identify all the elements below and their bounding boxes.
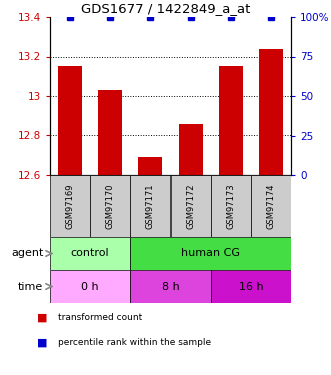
Text: control: control xyxy=(71,249,110,258)
Bar xyxy=(170,175,211,237)
Bar xyxy=(259,49,283,175)
Text: GDS1677 / 1422849_a_at: GDS1677 / 1422849_a_at xyxy=(81,2,250,15)
Text: percentile rank within the sample: percentile rank within the sample xyxy=(58,338,212,347)
Text: 16 h: 16 h xyxy=(239,282,263,291)
Bar xyxy=(130,270,211,303)
Text: time: time xyxy=(18,282,43,291)
Text: ■: ■ xyxy=(37,338,47,347)
Text: 8 h: 8 h xyxy=(162,282,179,291)
Text: transformed count: transformed count xyxy=(58,314,143,322)
Text: GSM97170: GSM97170 xyxy=(106,183,115,229)
Bar xyxy=(98,90,122,175)
Text: GSM97169: GSM97169 xyxy=(66,183,74,229)
Text: GSM97174: GSM97174 xyxy=(266,183,275,229)
Bar xyxy=(90,175,130,237)
Bar xyxy=(50,270,130,303)
Bar xyxy=(219,66,243,175)
Text: human CG: human CG xyxy=(181,249,240,258)
Bar xyxy=(211,270,291,303)
Bar xyxy=(130,175,170,237)
Bar xyxy=(211,175,251,237)
Text: ■: ■ xyxy=(37,313,47,323)
Text: GSM97171: GSM97171 xyxy=(146,183,155,229)
Text: 0 h: 0 h xyxy=(81,282,99,291)
Text: agent: agent xyxy=(11,249,43,258)
Bar xyxy=(58,66,82,175)
Bar xyxy=(50,237,130,270)
Bar xyxy=(130,237,291,270)
Bar xyxy=(251,175,291,237)
Text: GSM97173: GSM97173 xyxy=(226,183,235,229)
Text: GSM97172: GSM97172 xyxy=(186,183,195,229)
Bar xyxy=(138,157,163,175)
Bar xyxy=(50,175,90,237)
Bar xyxy=(178,124,203,175)
